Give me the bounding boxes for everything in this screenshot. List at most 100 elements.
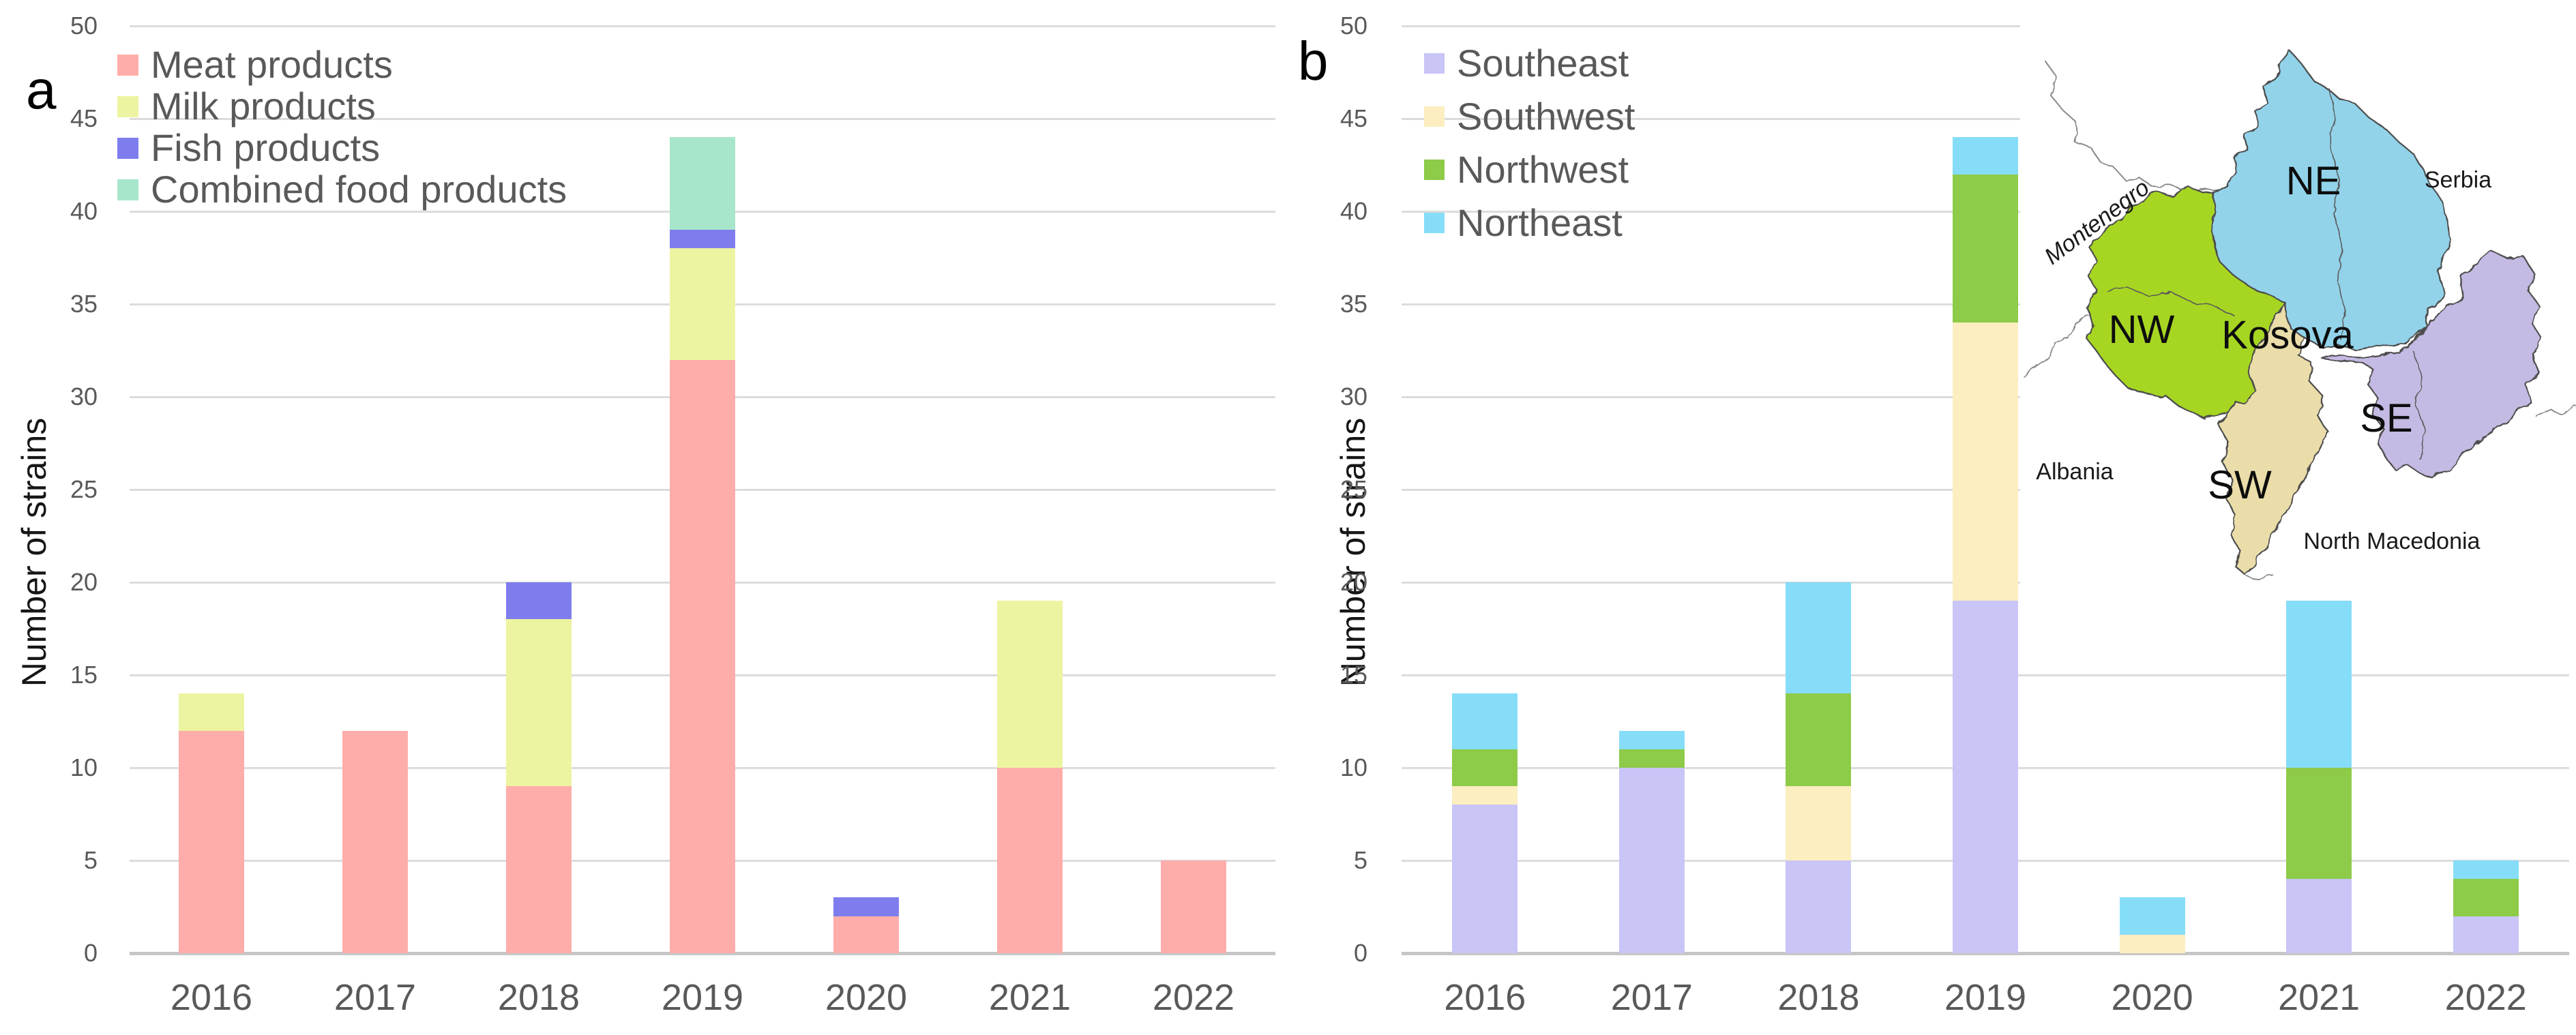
map-label-serbia: Serbia [2425, 167, 2491, 193]
legend-label: Fish products [151, 126, 381, 169]
bar-segment-2017-northwest [1618, 749, 1685, 768]
bar-segment-2019-northwest [1953, 174, 2018, 323]
bar-segment-2016-southwest [1452, 786, 1518, 805]
y-tick-20: 20 [1339, 568, 1367, 596]
legend-item-southwest: Southwest [1424, 97, 1635, 136]
bar-segment-2017-southeast [1618, 768, 1685, 953]
bar-2022 [1161, 860, 1226, 953]
bar-segment-2021-meat-products [997, 768, 1063, 953]
legend-item-northwest: Northwest [1424, 150, 1629, 190]
legend-swatch-northeast [1424, 213, 1445, 233]
bar-segment-2020-northeast [2119, 897, 2185, 935]
y-tick-40: 40 [70, 197, 98, 225]
x-tick-2022: 2022 [1152, 977, 1235, 1018]
bar-segment-2019-milk-products [670, 248, 735, 360]
y-tick-25: 25 [1339, 475, 1367, 503]
bar-segment-2021-milk-products [997, 601, 1063, 768]
region-se-shape [2320, 250, 2543, 480]
map-label-nw: NW [2109, 308, 2175, 352]
legend-swatch-meat-products [117, 54, 138, 76]
legend-label: Milk products [151, 85, 376, 127]
y-tick-30: 30 [70, 382, 98, 410]
nw-district-border [2107, 287, 2235, 316]
bar-segment-2020-southwest [2119, 934, 2185, 953]
bar-2019 [670, 137, 735, 953]
bar-segment-2022-northwest [2453, 879, 2519, 916]
bar-segment-2022-meat-products [1161, 860, 1226, 953]
y-tick-5: 5 [1353, 846, 1367, 874]
gridline-y-45 [1402, 117, 2569, 120]
bar-segment-2016-meat-products [179, 730, 244, 953]
map-label-albania: Albania [2036, 459, 2114, 485]
bar-segment-2022-northeast [2453, 860, 2519, 880]
x-tick-2018: 2018 [497, 977, 580, 1018]
x-tick-2019: 2019 [661, 977, 744, 1018]
legend-label: Southeast [1457, 42, 1629, 85]
bar-segment-2021-southeast [2286, 879, 2352, 953]
bar-segment-2019-northeast [1953, 137, 2018, 175]
bar-2020 [833, 897, 899, 953]
x-tick-2020: 2020 [2111, 977, 2193, 1018]
y-tick-40: 40 [1339, 197, 1367, 225]
bar-2021 [997, 601, 1063, 953]
legend-swatch-southeast [1424, 53, 1445, 74]
region-ne-shape [2210, 50, 2452, 351]
bar-2020 [2119, 897, 2185, 953]
legend-label: Northeast [1457, 201, 1623, 244]
bar-segment-2019-meat-products [670, 359, 735, 953]
district-borders [2107, 87, 2426, 458]
legend-item-meat-products: Meat products [117, 45, 393, 85]
bar-segment-2018-southwest [1786, 786, 1852, 860]
legend-label: Meat products [151, 43, 393, 86]
bar-segment-2018-fish-products [506, 582, 572, 620]
bar-2019 [1953, 137, 2018, 953]
map-label-sw: SW [2208, 463, 2272, 507]
plot-area-a [130, 25, 1275, 955]
legend-swatch-southwest [1424, 106, 1445, 127]
bar-segment-2020-fish-products [833, 897, 899, 916]
x-tick-2019: 2019 [1944, 977, 2027, 1018]
x-tick-2021: 2021 [2278, 977, 2360, 1018]
bar-segment-2016-milk-products [179, 693, 244, 731]
y-tick-45: 45 [70, 104, 98, 132]
y-tick-15: 15 [70, 661, 98, 689]
bar-segment-2021-northwest [2286, 768, 2352, 880]
x-tick-2018: 2018 [1777, 977, 1860, 1018]
bar-segment-2017-meat-products [342, 730, 408, 953]
gridline-y-0 [1402, 951, 2569, 955]
panel-letter-a: a [26, 59, 57, 120]
y-tick-25: 25 [70, 475, 98, 503]
serbia-north-macedonia-border [2536, 404, 2576, 417]
bar-segment-2019-southeast [1953, 601, 2018, 953]
bar-segment-2019-fish-products [670, 230, 735, 249]
y-tick-0: 0 [1353, 939, 1367, 967]
legend-label: Combined food products [151, 168, 567, 211]
legend-item-northeast: Northeast [1424, 203, 1623, 243]
y-tick-15: 15 [1339, 661, 1367, 689]
legend-item-fish-products: Fish products [117, 128, 380, 168]
map-label-north-macedonia: North Macedonia [2304, 528, 2481, 554]
panel-b: b Number of strains Southeast Southwest No… [1288, 0, 2576, 1035]
bar-segment-2018-southeast [1786, 860, 1852, 953]
y-tick-50: 50 [70, 12, 98, 40]
bar-segment-2018-meat-products [506, 786, 572, 953]
se-district-border [2412, 350, 2426, 458]
legend-label: Southwest [1457, 95, 1635, 138]
x-tick-2021: 2021 [988, 977, 1071, 1018]
gridline-y-45 [130, 117, 1275, 120]
x-tick-2016: 2016 [170, 977, 253, 1018]
bar-segment-2016-northeast [1452, 693, 1518, 749]
bar-2018 [1786, 582, 1852, 953]
y-tick-10: 10 [1339, 753, 1367, 781]
y-tick-0: 0 [83, 939, 98, 967]
gridline-y-50 [1402, 25, 2569, 27]
x-tick-2020: 2020 [825, 977, 908, 1018]
albania-border [2024, 315, 2089, 378]
bar-segment-2018-milk-products [506, 619, 572, 787]
gridline-y-50 [130, 25, 1275, 27]
bar-segment-2016-southeast [1452, 805, 1518, 953]
legend-swatch-milk-products [117, 95, 138, 117]
bar-segment-2017-northeast [1618, 730, 1685, 749]
y-tick-35: 35 [70, 290, 98, 318]
